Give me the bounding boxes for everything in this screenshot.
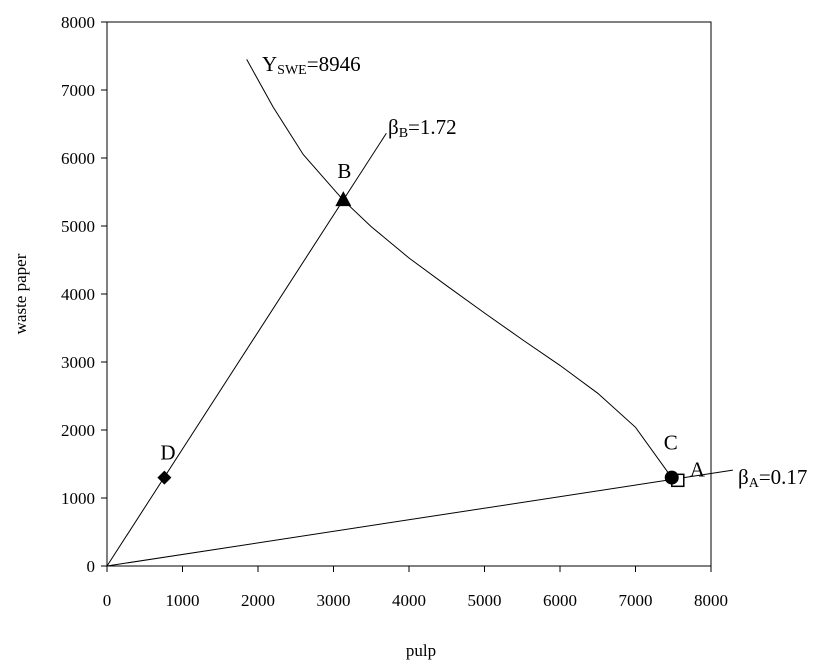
y-tick-label: 0 <box>87 557 96 576</box>
x-tick-label: 4000 <box>392 591 426 610</box>
y-axis-title: waste paper <box>11 253 30 334</box>
y-tick-label: 7000 <box>61 81 95 100</box>
x-tick-label: 8000 <box>694 591 728 610</box>
y-tick-label: 3000 <box>61 353 95 372</box>
x-tick-label: 0 <box>103 591 112 610</box>
x-axis-title: pulp <box>406 641 436 660</box>
y-tick-label: 1000 <box>61 489 95 508</box>
point-a-label: A <box>690 457 706 481</box>
plot-frame <box>106 21 712 567</box>
point-d-marker <box>157 470 172 485</box>
point-b-marker <box>335 191 352 207</box>
point-c-label: C <box>664 431 678 455</box>
point-b-label: B <box>337 159 351 183</box>
x-tick-label: 2000 <box>241 591 275 610</box>
y-tick-label: 4000 <box>61 285 95 304</box>
y-swe-curve <box>246 59 673 478</box>
point-c-marker <box>664 470 679 485</box>
y-tick-label: 8000 <box>61 13 95 32</box>
x-tick-label: 5000 <box>468 591 502 610</box>
x-tick-label: 1000 <box>166 591 200 610</box>
x-tick-label: 7000 <box>619 591 653 610</box>
point-d-label: D <box>160 441 175 465</box>
beta-a-line <box>106 469 733 567</box>
y-tick-label: 5000 <box>61 217 95 236</box>
y-tick-label: 2000 <box>61 421 95 440</box>
y-tick-label: 6000 <box>61 149 95 168</box>
beta-a-label: βA=0.17 <box>738 465 807 491</box>
beta-b-label: βB=1.72 <box>388 115 457 141</box>
y-swe-label: YSWE=8946 <box>262 52 361 78</box>
x-tick-label: 3000 <box>317 591 351 610</box>
x-tick-label: 6000 <box>543 591 577 610</box>
